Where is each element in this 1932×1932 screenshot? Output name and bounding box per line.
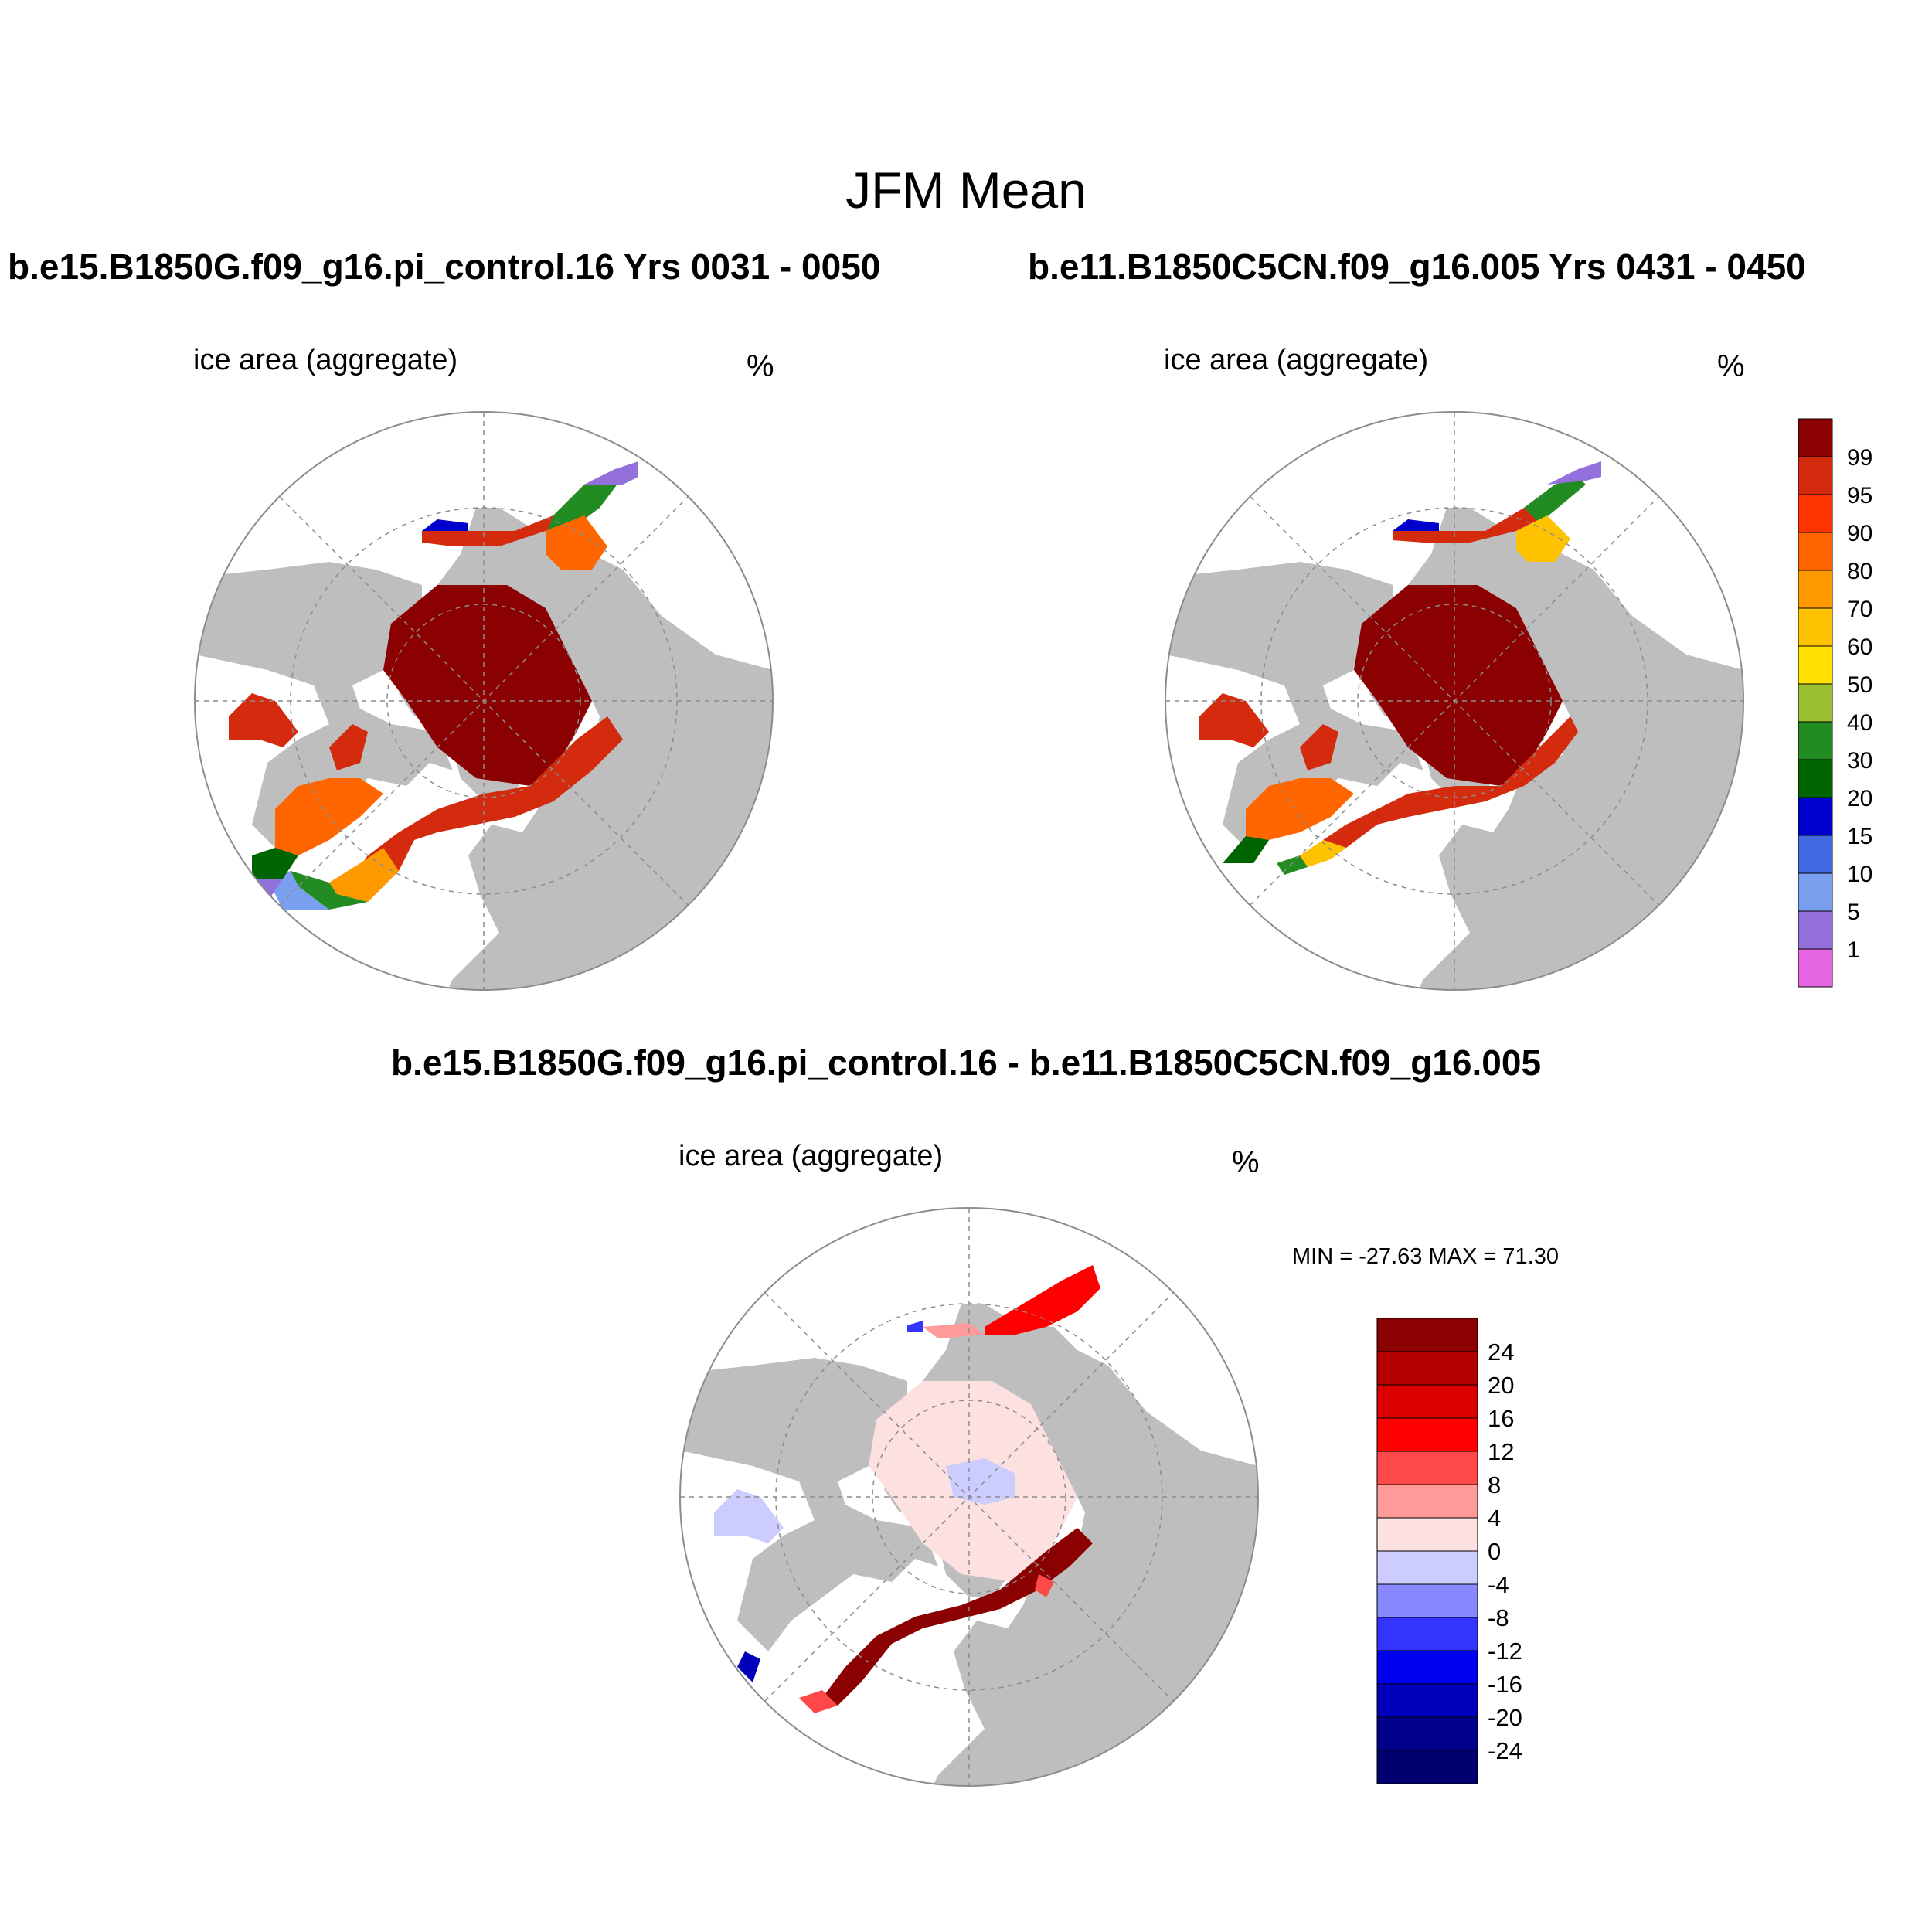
colorbar-absolute-label: 50 — [1847, 672, 1872, 698]
colorbar-absolute-swatch — [1798, 645, 1833, 685]
colorbar-absolute-swatch — [1798, 532, 1833, 571]
main-title: JFM Mean — [845, 162, 1087, 219]
colorbar-difference-swatch — [1376, 1351, 1478, 1386]
colorbar-difference-swatch — [1376, 1384, 1478, 1419]
colorbar-absolute: 99 95 90 80 70 60 50 40 30 20 15 10 5 1 — [1798, 418, 1872, 988]
colorbar-difference: 24 20 16 12 8 4 0 -4 -8 -12 -16 -20 -24 — [1376, 1318, 1522, 1784]
colorbar-difference-swatch — [1376, 1750, 1478, 1784]
colorbar-absolute-swatch — [1798, 797, 1833, 836]
colorbar-absolute-swatch — [1798, 683, 1833, 723]
colorbar-difference-label: 24 — [1488, 1338, 1514, 1366]
colorbar-absolute-swatch — [1798, 910, 1833, 950]
colorbar-absolute-swatch — [1798, 721, 1833, 760]
colorbar-absolute-label: 70 — [1847, 597, 1872, 622]
colorbar-absolute-label: 40 — [1847, 710, 1872, 736]
colorbar-difference-label: 20 — [1488, 1372, 1514, 1399]
colorbar-difference-label: 12 — [1488, 1438, 1514, 1465]
colorbar-difference-swatch — [1376, 1417, 1478, 1452]
colorbar-absolute-label: 15 — [1847, 824, 1872, 849]
colorbar-difference-swatch — [1376, 1517, 1478, 1552]
colorbar-absolute-label: 60 — [1847, 634, 1872, 660]
colorbar-absolute-label: 10 — [1847, 862, 1872, 887]
min-max-readout: MIN = -27.63 MAX = 71.30 — [1292, 1244, 1559, 1269]
colorbar-absolute-swatch — [1798, 456, 1833, 495]
case1-title: b.e15.B1850G.f09_g16.pi_control.16 Yrs 0… — [8, 247, 881, 287]
colorbar-difference-label: 0 — [1488, 1538, 1501, 1565]
colorbar-absolute-label: 30 — [1847, 748, 1872, 774]
colorbar-absolute-label: 5 — [1847, 900, 1860, 925]
colorbar-absolute-swatch — [1798, 835, 1833, 874]
colorbar-difference-swatch — [1376, 1583, 1478, 1618]
colorbar-absolute-swatch — [1798, 494, 1833, 533]
colorbar-difference-label: -8 — [1488, 1604, 1509, 1631]
ice-field-case2 — [1199, 461, 1601, 875]
colorbar-difference-swatch — [1376, 1683, 1478, 1718]
colorbar-difference-label: -4 — [1488, 1571, 1509, 1598]
colorbar-absolute-swatch — [1798, 570, 1833, 609]
colorbar-difference-label: -20 — [1488, 1704, 1522, 1731]
map-panel-case1 — [194, 411, 774, 991]
graticule-difference — [680, 1208, 1258, 1786]
colorbar-difference-swatch — [1376, 1484, 1478, 1519]
panel3-label: ice area (aggregate) — [679, 1140, 944, 1172]
panel1-label: ice area (aggregate) — [193, 344, 458, 376]
map-panel-difference — [679, 1207, 1259, 1787]
colorbar-difference-swatch — [1376, 1451, 1478, 1485]
map-panel-case2 — [1165, 411, 1744, 991]
panel1-unit: % — [747, 349, 774, 383]
colorbar-difference-label: -12 — [1488, 1638, 1522, 1665]
colorbar-absolute-swatch — [1798, 607, 1833, 647]
panel2-unit: % — [1717, 349, 1745, 383]
colorbar-difference-label: 4 — [1488, 1505, 1501, 1532]
colorbar-absolute-label: 90 — [1847, 521, 1872, 546]
diff-title: b.e15.B1850G.f09_g16.pi_control.16 - b.e… — [390, 1043, 1542, 1083]
graticule-case2 — [1165, 412, 1743, 990]
colorbar-difference-label: -24 — [1488, 1737, 1522, 1764]
colorbar-difference-label: -16 — [1488, 1671, 1522, 1698]
colorbar-difference-swatch — [1376, 1550, 1478, 1585]
colorbar-absolute-swatch — [1798, 948, 1833, 988]
colorbar-absolute-label: 80 — [1847, 559, 1872, 584]
colorbar-absolute-label: 20 — [1847, 786, 1872, 811]
colorbar-difference-swatch — [1376, 1716, 1478, 1751]
colorbar-absolute-label: 1 — [1847, 937, 1860, 963]
colorbar-difference-swatch — [1376, 1617, 1478, 1651]
colorbar-difference-label: 8 — [1488, 1471, 1501, 1498]
colorbar-difference-swatch — [1376, 1318, 1478, 1352]
colorbar-absolute-swatch — [1798, 759, 1833, 798]
colorbar-absolute-swatch — [1798, 872, 1833, 912]
panel3-unit: % — [1232, 1145, 1260, 1179]
colorbar-absolute-swatch — [1798, 418, 1833, 457]
case2-title: b.e11.B1850C5CN.f09_g16.005 Yrs 0431 - 0… — [1028, 247, 1806, 287]
colorbar-difference-swatch — [1376, 1650, 1478, 1685]
panel2-label: ice area (aggregate) — [1164, 344, 1429, 376]
colorbar-difference-label: 16 — [1488, 1405, 1514, 1432]
graticule-case1 — [195, 412, 773, 990]
colorbar-absolute-label: 99 — [1847, 445, 1872, 471]
diff-field — [714, 1265, 1100, 1713]
colorbar-absolute-label: 95 — [1847, 483, 1872, 509]
